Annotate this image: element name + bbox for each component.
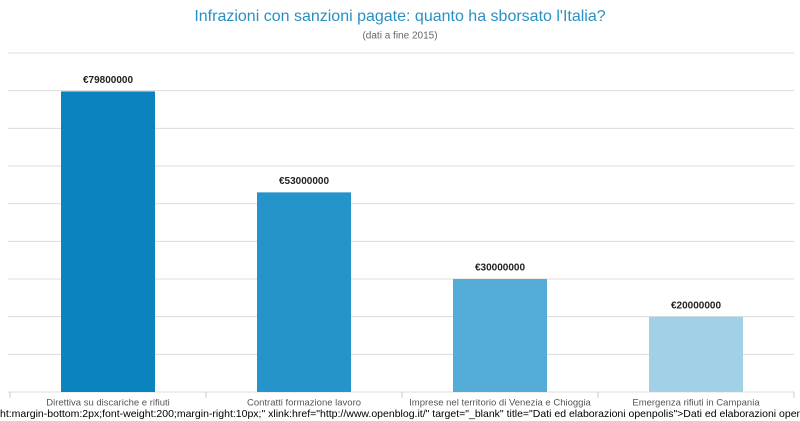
x-tick-label: Emergenza rifiuti in Campania [632, 398, 760, 409]
bar [649, 316, 743, 392]
value-label: €30000000 [475, 263, 525, 274]
bar [453, 279, 547, 392]
value-label: €20000000 [671, 300, 721, 311]
x-tick-label: Direttiva su discariche e rifiuti [46, 398, 170, 409]
chart-subtitle: (dati a fine 2015) [362, 31, 437, 42]
x-tick-label: Contratti formazione lavoro [247, 398, 361, 409]
value-label: €53000000 [279, 176, 329, 187]
value-label: €79800000 [83, 75, 133, 86]
footer-text: ht:margin-bottom:2px;font-weight:200;mar… [0, 408, 800, 420]
x-tick-label: Imprese nel territorio di Venezia e Chio… [409, 398, 591, 409]
bar [61, 91, 155, 393]
bar [257, 192, 351, 392]
chart-title: Infrazioni con sanzioni pagate: quanto h… [194, 8, 605, 25]
